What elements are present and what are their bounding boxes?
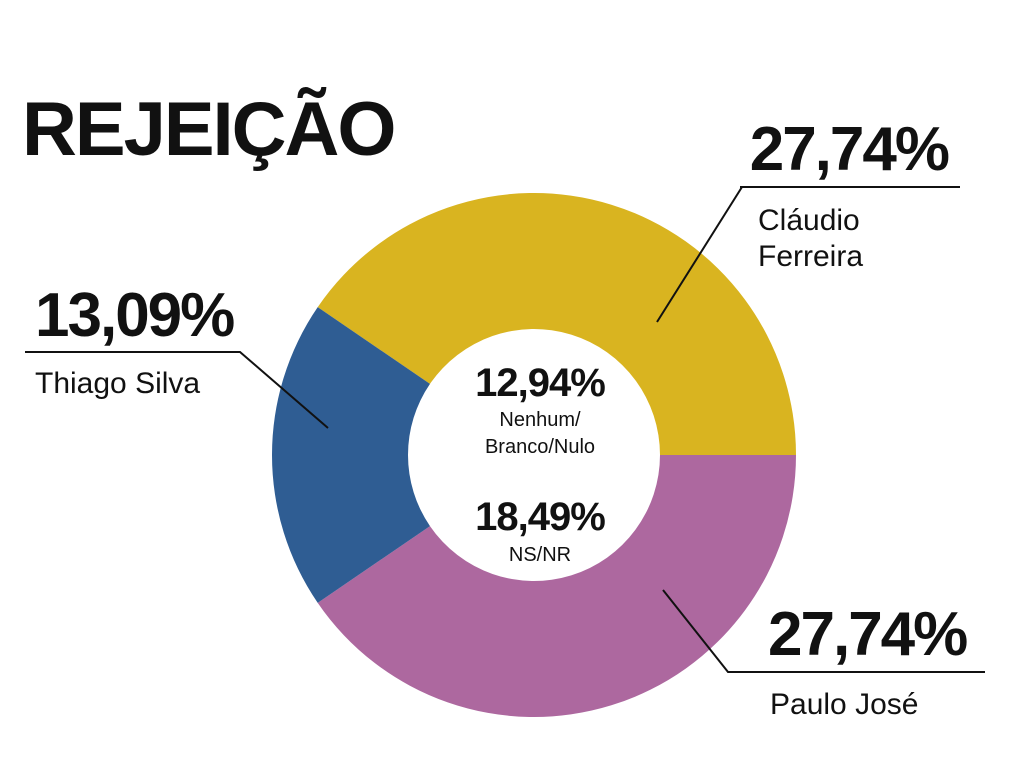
leader-line: [662, 589, 985, 673]
leader-line: [656, 186, 960, 323]
slice: [317, 193, 796, 456]
slice-label: Ferreira: [758, 240, 863, 273]
chart-title: REJEIÇÃO: [22, 87, 395, 172]
center-label: Branco/Nulo: [485, 436, 595, 458]
slice-label: Cláudio: [758, 204, 860, 237]
donut: [271, 193, 797, 718]
center-value: 12,94%: [475, 361, 605, 405]
center-label: NS/NR: [509, 544, 571, 566]
slice-label: Thiago Silva: [35, 367, 200, 400]
slice: [317, 455, 797, 718]
center-value: 18,49%: [475, 495, 605, 539]
slice: [271, 307, 430, 603]
value-label: 27,74%: [768, 600, 967, 669]
value-label: 27,74%: [750, 115, 949, 184]
value-label: 13,09%: [35, 281, 234, 350]
slice-label: Paulo José: [770, 688, 918, 721]
center-label: Nenhum/: [499, 409, 581, 431]
leader-line: [25, 351, 329, 429]
